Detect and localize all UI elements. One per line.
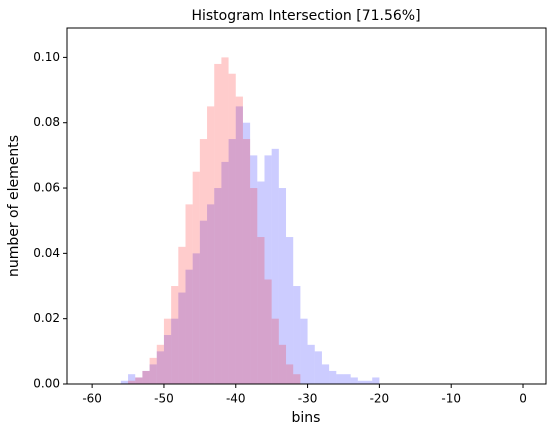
bar [199,139,208,384]
bar [185,269,193,384]
bar [242,122,251,384]
bar [128,374,136,384]
bar [357,380,366,384]
y-tick-label: 0.06 [33,181,60,195]
bar [156,351,164,384]
bar [228,139,236,384]
bar [235,96,243,384]
y-tick-label: 0.00 [33,377,60,391]
bar [192,253,200,384]
bar [192,171,200,384]
bar [178,246,186,384]
bar [221,161,229,384]
bar [171,286,179,384]
bar [135,377,143,384]
bar [228,73,236,385]
bar [250,188,258,384]
bar [207,204,215,384]
x-tick-label: -50 [154,392,174,406]
bar [163,335,172,384]
bar [286,364,294,384]
x-tick-label: -30 [298,392,318,406]
bar [264,155,272,384]
bar [214,63,222,384]
x-tick-label: 0 [519,392,527,406]
y-axis-label: number of elements [6,135,22,277]
bar [207,106,215,385]
bar [235,106,243,385]
x-axis-label: bins [292,410,321,426]
bar [163,318,172,384]
plot-frame [66,27,547,385]
bar [293,286,301,384]
bar [365,380,373,384]
x-tick-label: -10 [441,392,461,406]
bar [185,204,193,384]
bar [149,364,157,384]
bar [336,374,344,384]
bar [293,374,301,384]
bar [128,380,136,384]
bar [264,279,272,384]
bar [278,344,287,384]
y-tick-label: 0.02 [33,311,60,325]
bar [221,57,229,384]
bar [350,377,358,384]
bar [321,364,330,384]
x-tick-label: -40 [226,392,246,406]
bar [329,370,337,384]
x-tick-label: -20 [370,392,390,406]
y-tick-label: 0.08 [33,115,60,129]
bar [257,181,265,384]
bar [257,237,265,384]
bar [142,370,150,384]
y-tick-label: 0.10 [33,50,60,64]
bar [178,292,186,384]
bar [149,357,157,384]
bar [135,377,143,384]
bar [214,188,222,384]
chart-title: Histogram Intersection [71.56%] [191,8,420,24]
bar [343,374,351,384]
x-tick-label: -60 [82,392,102,406]
bar [156,344,164,384]
bar [372,377,380,384]
bar [307,344,315,384]
bar [120,380,129,384]
bar [171,318,179,384]
y-tick-label: 0.04 [33,246,60,260]
bar [142,370,150,384]
bar [300,318,308,384]
bar [278,188,287,384]
bar [286,237,294,384]
bar [271,148,279,384]
bar [199,220,208,384]
bar [250,155,258,384]
bar [242,139,251,384]
bar [271,318,279,384]
bar [314,351,322,384]
